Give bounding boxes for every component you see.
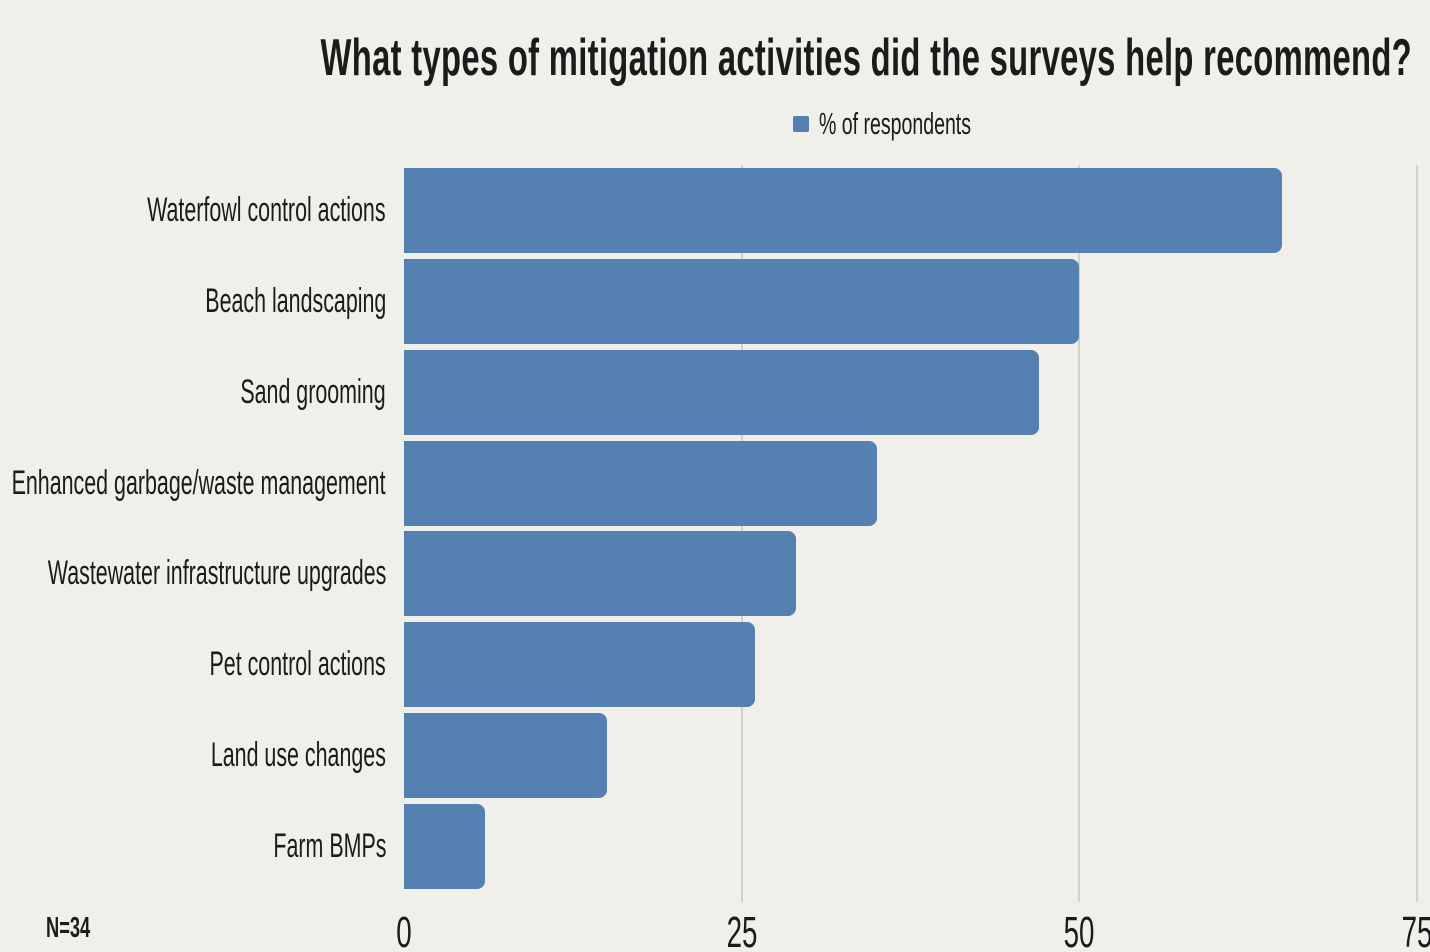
category-label-text: Pet control actions <box>209 645 386 684</box>
sample-size-note: N=34 <box>46 912 91 944</box>
category-label: Wastewater infrastructure upgrades <box>0 529 386 620</box>
category-label-text: Farm BMPs <box>272 827 386 866</box>
x-tick-label: 0 <box>392 908 416 952</box>
legend: % of respondents <box>793 106 1060 142</box>
category-label: Sand grooming <box>0 347 386 438</box>
bar <box>404 349 1039 435</box>
category-label: Pet control actions <box>0 619 386 710</box>
bar-row <box>404 256 1417 347</box>
gridline-50 <box>1078 165 1081 902</box>
bar-row <box>404 165 1417 256</box>
x-tick-label: 50 <box>1055 908 1104 952</box>
plot-area <box>404 165 1418 902</box>
bar <box>404 713 607 799</box>
category-label-text: Land use changes <box>210 736 386 775</box>
bar <box>404 804 486 890</box>
category-labels: Waterfowl control actions Beach landscapi… <box>0 165 386 892</box>
category-label: Enhanced garbage/waste management <box>0 438 386 529</box>
plot-rows <box>404 165 1417 892</box>
gridline-75 <box>1416 165 1418 902</box>
category-label-text: Wastewater infrastructure upgrades <box>47 554 386 593</box>
x-tick-label-text: 50 <box>1063 908 1095 952</box>
x-tick-label-text: 25 <box>726 908 758 952</box>
bar <box>404 258 1080 344</box>
x-tick-label: 25 <box>717 908 766 952</box>
bar-row <box>404 438 1417 529</box>
category-label-text: Sand grooming <box>240 372 386 411</box>
bar-row <box>404 619 1417 710</box>
bar-row <box>404 710 1417 801</box>
x-tick-label-text: 75 <box>1401 908 1430 952</box>
chart-title: What types of mitigation activities did … <box>0 28 1430 88</box>
category-label: Land use changes <box>0 710 386 801</box>
category-label-text: Waterfowl control actions <box>147 190 386 229</box>
category-label: Beach landscaping <box>0 256 386 347</box>
category-label: Farm BMPs <box>0 801 386 892</box>
bar <box>404 440 877 526</box>
bar-row <box>404 347 1417 438</box>
category-label: Waterfowl control actions <box>0 165 386 256</box>
bar-row <box>404 529 1417 620</box>
legend-square-icon <box>793 116 809 132</box>
legend-label: % of respondents <box>819 106 971 141</box>
bar <box>404 167 1282 253</box>
x-tick-label: 75 <box>1393 908 1430 952</box>
x-tick-label-text: 0 <box>396 908 412 952</box>
bar <box>404 531 796 617</box>
category-label-text: Enhanced garbage/waste management <box>12 463 386 502</box>
chart-title-text: What types of mitigation activities did … <box>320 29 1413 87</box>
bar-row <box>404 801 1417 892</box>
bar <box>404 622 756 708</box>
x-axis: 0 25 50 75 <box>396 908 1430 952</box>
category-label-text: Beach landscaping <box>204 281 386 320</box>
